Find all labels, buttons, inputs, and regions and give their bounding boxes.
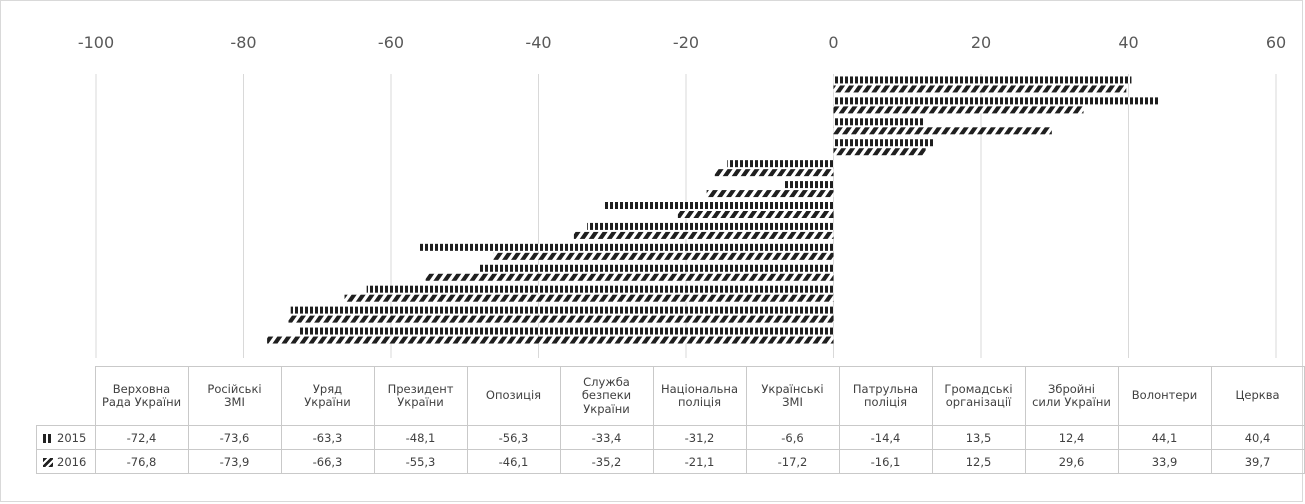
bar-2016: [833, 106, 1084, 114]
table-value: -17,2: [745, 449, 840, 474]
table-value: 12,5: [931, 449, 1026, 474]
x-tick-label: -80: [230, 33, 256, 52]
table-category-header: Українські ЗМІ: [745, 366, 840, 426]
table-value: 13,5: [931, 425, 1026, 450]
table-category-header: Російські ЗМІ: [187, 366, 282, 426]
x-tick-label: -20: [673, 33, 699, 52]
table-corner: [36, 366, 96, 426]
bar-2015: [290, 306, 834, 314]
bar-2016: [267, 336, 834, 344]
table-value: -76,8: [94, 449, 189, 474]
table-category-header: Президент України: [373, 366, 468, 426]
legend-label: 2016: [57, 454, 87, 469]
table-value: -14,4: [838, 425, 933, 450]
x-tick-label: 20: [971, 33, 991, 52]
table-row: 2015 -72,4 -73,6 -63,3 -48,1 -56,3 -33,4 -31,2-…: [36, 425, 1305, 450]
table-value: -72,4: [94, 425, 189, 450]
x-tick-labels: -100 -80 -60 -40 -20 0 20 40 60: [78, 33, 1286, 52]
bar-2015: [299, 327, 834, 335]
table-category-header: Громадські організації: [931, 366, 1026, 426]
bar-2015: [727, 160, 834, 168]
bar-2015: [366, 285, 834, 293]
table-value: -35,2: [559, 449, 654, 474]
table-category-header: Церква: [1210, 366, 1305, 426]
x-tick-label: 40: [1118, 33, 1138, 52]
bar-2015: [587, 222, 834, 230]
x-tick-label: 60: [1266, 33, 1286, 52]
bar-2016: [706, 190, 834, 198]
table-category-header: Патрульна поліція: [838, 366, 933, 426]
bar-2015: [833, 76, 1132, 84]
bar-2015: [784, 181, 834, 189]
table-value: -21,1: [652, 449, 747, 474]
table-category-header: Волонтери: [1117, 366, 1212, 426]
x-tick-label: 0: [828, 33, 838, 52]
bar-chart: -100 -80 -60 -40 -20 0 20 40 60: [78, 33, 1286, 358]
bar-2016: [573, 231, 834, 239]
legend-swatch: [43, 433, 53, 443]
bar-2016: [714, 169, 834, 177]
table-category-header: Збройні сили України: [1024, 366, 1119, 426]
legend-swatch: [43, 457, 53, 467]
legend-key-cell: 2016: [36, 449, 96, 474]
table-value: -16,1: [838, 449, 933, 474]
table-value: -73,9: [187, 449, 282, 474]
bar-2016: [425, 273, 834, 281]
bar-2016: [833, 127, 1052, 135]
table-value: 40,4: [1210, 425, 1305, 450]
table-value: -56,3: [466, 425, 561, 450]
bar-2016: [833, 148, 926, 156]
table-value: 39,7: [1210, 449, 1305, 474]
bar-2016: [833, 85, 1127, 93]
table-value: -33,4: [559, 425, 654, 450]
bar-2015: [478, 264, 834, 272]
bar-2015: [603, 202, 834, 209]
table-category-header: Національна поліція: [652, 366, 747, 426]
data-table: Верховна Рада України Російські ЗМІ Уряд У…: [36, 366, 1305, 474]
table-category-header: Верховна Рада України: [94, 366, 189, 426]
legend-key-cell: 2015: [36, 425, 96, 450]
table-value: 29,6: [1024, 449, 1119, 474]
table-value: -48,1: [373, 425, 468, 450]
data-table-header: Верховна Рада України Російські ЗМІ Уряд У…: [36, 366, 1305, 426]
table-value: -6,6: [745, 425, 840, 450]
bar-2016: [288, 315, 834, 323]
table-value: -46,1: [466, 449, 561, 474]
x-tick-label: -100: [78, 33, 114, 52]
table-row: 2016 -76,8 -73,9 -66,3 -55,3 -46,1 -35,2 -21,1-…: [36, 449, 1305, 474]
x-tick-label: -60: [378, 33, 404, 52]
bar-2015: [833, 139, 934, 147]
bar-2015: [418, 243, 834, 251]
table-value: -31,2: [652, 425, 747, 450]
bar-2016: [677, 211, 834, 218]
bar-2015: [833, 118, 925, 126]
table-value: -73,6: [187, 425, 282, 450]
table-value: 44,1: [1117, 425, 1212, 450]
table-value: 33,9: [1117, 449, 1212, 474]
bar-2016: [493, 252, 834, 260]
table-category-header: Служба безпеки України: [559, 366, 654, 426]
table-category-header: Уряд України: [280, 366, 375, 426]
table-value: -63,3: [280, 425, 375, 450]
table-value: -55,3: [373, 449, 468, 474]
table-value: 12,4: [1024, 425, 1119, 450]
bar-2015: [833, 97, 1159, 105]
table-category-header: Опозиція: [466, 366, 561, 426]
legend-label: 2015: [57, 430, 87, 445]
bar-2016: [344, 294, 834, 302]
bar-series: [267, 76, 1159, 344]
table-value: -66,3: [280, 449, 375, 474]
x-tick-label: -40: [525, 33, 551, 52]
